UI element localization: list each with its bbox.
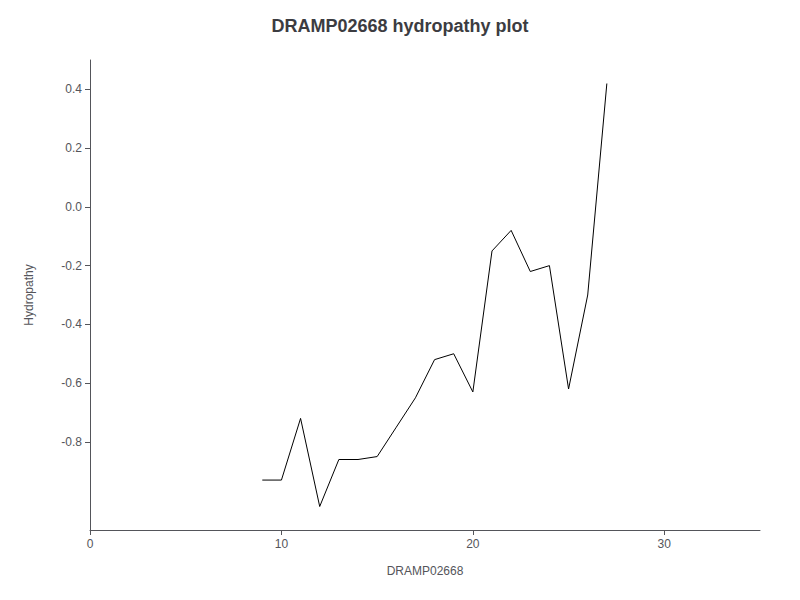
svg-text:-0.4: -0.4 <box>61 317 82 331</box>
svg-text:0.4: 0.4 <box>65 82 82 96</box>
svg-text:-0.2: -0.2 <box>61 259 82 273</box>
svg-text:10: 10 <box>275 537 289 551</box>
svg-text:30: 30 <box>658 537 672 551</box>
svg-text:20: 20 <box>466 537 480 551</box>
svg-text:DRAMP02668 hydropathy plot: DRAMP02668 hydropathy plot <box>271 16 528 36</box>
svg-text:0: 0 <box>87 537 94 551</box>
svg-text:-0.6: -0.6 <box>61 376 82 390</box>
svg-text:0.2: 0.2 <box>65 141 82 155</box>
svg-text:-0.8: -0.8 <box>61 435 82 449</box>
svg-text:0.0: 0.0 <box>65 200 82 214</box>
svg-text:Hydropathy: Hydropathy <box>22 264 36 325</box>
svg-text:DRAMP02668: DRAMP02668 <box>387 564 464 578</box>
